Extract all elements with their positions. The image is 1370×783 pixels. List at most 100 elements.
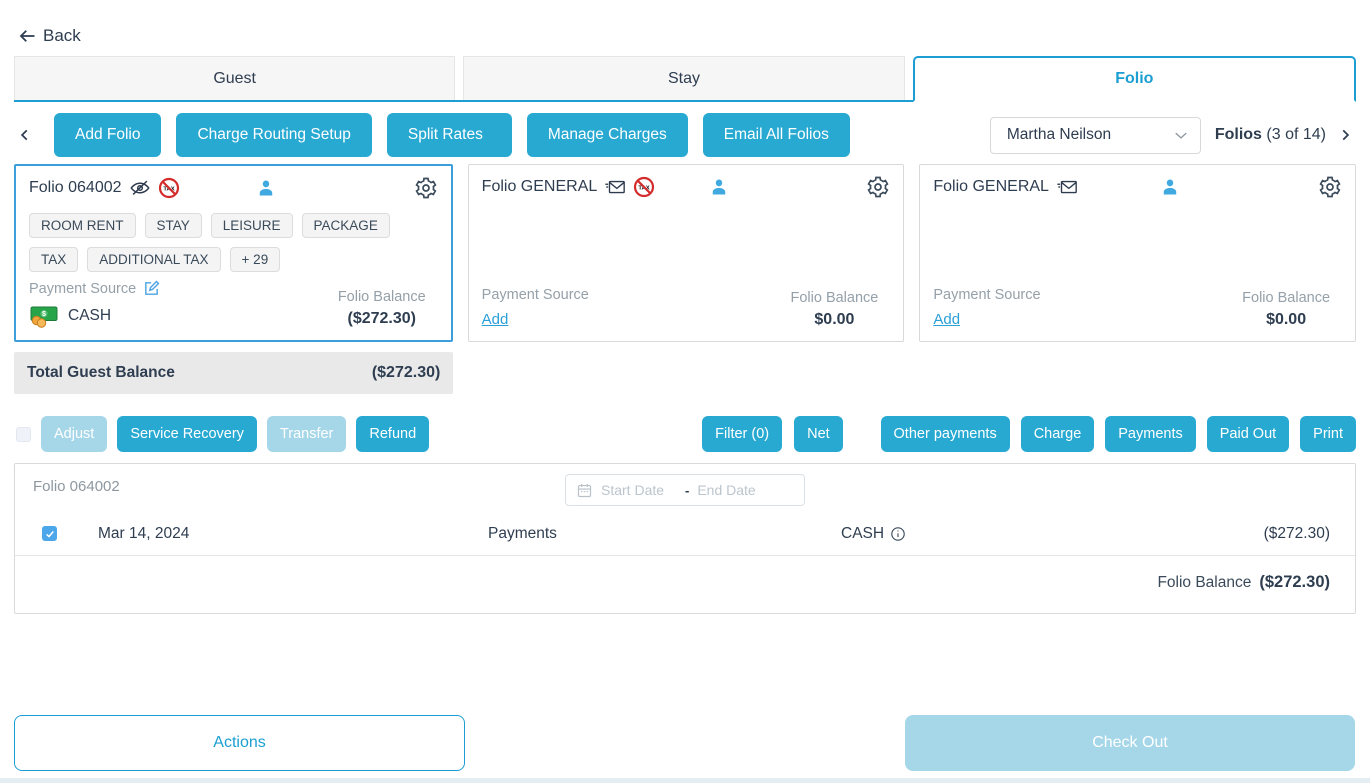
- manage-charges-button[interactable]: Manage Charges: [526, 113, 688, 157]
- folio-settings-button[interactable]: [776, 175, 890, 199]
- person-icon: [712, 179, 725, 195]
- transaction-type: Payments: [488, 524, 557, 542]
- panel-folio-label: Folio 064002: [33, 478, 120, 495]
- actions-right-group: Other payments Charge Payments Paid Out …: [880, 416, 1356, 452]
- add-payment-source-link[interactable]: Add: [933, 311, 961, 328]
- transaction-row[interactable]: Mar 14, 2024 Payments CASH ($272.30): [15, 512, 1355, 556]
- folio-card-general-2[interactable]: Folio GENERAL Payment Source Add Folio B…: [919, 164, 1357, 342]
- folios-count: (3 of 14): [1266, 126, 1326, 143]
- horizontal-scrollbar-track[interactable]: [0, 778, 1370, 783]
- start-date-input[interactable]: [601, 482, 677, 498]
- folio-balance-label: Folio Balance: [337, 289, 426, 305]
- transactions-panel-header: Folio 064002 -: [15, 464, 1355, 512]
- guest-person-button[interactable]: [209, 177, 323, 199]
- guest-select-dropdown[interactable]: Martha Neilson: [989, 116, 1201, 154]
- folio-settings-button[interactable]: [323, 176, 437, 200]
- charge-routing-setup-button[interactable]: Charge Routing Setup: [176, 113, 372, 157]
- payment-source-value-wrap: $ CASH: [29, 303, 160, 328]
- email-all-folios-button[interactable]: Email All Folios: [702, 113, 850, 157]
- filter-button[interactable]: Filter (0): [702, 416, 783, 452]
- tag-more-count[interactable]: + 29: [229, 247, 281, 272]
- transaction-checkbox[interactable]: [42, 526, 57, 541]
- chevron-right-icon: [1342, 129, 1350, 141]
- transfer-button[interactable]: Transfer: [266, 416, 347, 452]
- folio-balance-label: Folio Balance: [790, 290, 879, 306]
- total-guest-balance-row: Total Guest Balance ($272.30): [14, 352, 454, 394]
- payment-source-label: Payment Source: [29, 280, 137, 297]
- folio-balance-label: Folio Balance: [1242, 290, 1331, 306]
- payment-source-label: Payment Source: [481, 287, 589, 303]
- transactions-panel: Folio 064002 - Mar 14, 2024 Payments CAS…: [14, 463, 1356, 614]
- tab-guest[interactable]: Guest: [14, 56, 456, 100]
- cash-icon: $: [30, 306, 58, 328]
- transaction-amount: ($272.30): [1263, 524, 1330, 542]
- card-title-wrap: Folio 064002 TAX: [29, 177, 209, 199]
- send-email-icon: [1057, 180, 1077, 194]
- payments-button[interactable]: Payments: [1105, 416, 1196, 452]
- payment-source-block: Payment Source Add: [933, 287, 1040, 329]
- card-header: Folio GENERAL TAX: [482, 175, 891, 199]
- send-email-icon: [605, 180, 626, 194]
- end-date-input[interactable]: [697, 482, 774, 498]
- folio-balance-block: Folio Balance $0.00: [1242, 290, 1342, 329]
- tag-package: PACKAGE: [301, 213, 390, 238]
- select-all-checkbox[interactable]: [16, 426, 31, 442]
- edit-icon[interactable]: [143, 280, 160, 297]
- net-button[interactable]: Net: [794, 416, 843, 452]
- transaction-method: CASH: [804, 525, 1134, 543]
- folio-carousel-prev-button[interactable]: [14, 120, 36, 150]
- service-recovery-button[interactable]: Service Recovery: [117, 416, 257, 452]
- date-range-picker[interactable]: -: [565, 474, 805, 506]
- folio-balance-value: $0.00: [814, 311, 855, 328]
- payment-source-block: Payment Source $ CASH: [29, 280, 160, 328]
- guest-person-button[interactable]: [661, 176, 775, 198]
- folio-toolbar: Add Folio Charge Routing Setup Split Rat…: [14, 113, 1356, 157]
- check-out-button[interactable]: Check Out: [905, 715, 1355, 771]
- gear-icon: [415, 177, 437, 199]
- folio-balance-block: Folio Balance ($272.30): [338, 289, 438, 328]
- paid-out-button[interactable]: Paid Out: [1206, 416, 1290, 452]
- transaction-actions-bar: Adjust Service Recovery Transfer Refund …: [14, 416, 1356, 452]
- back-label: Back: [43, 26, 81, 45]
- split-rates-label: Split Rates: [407, 126, 483, 143]
- back-row: Back: [0, 0, 1370, 46]
- card-bottom: Payment Source $ CASH Folio Balance ($27…: [29, 280, 438, 328]
- payment-source-value: CASH: [68, 306, 112, 324]
- charge-button[interactable]: Charge: [1020, 416, 1095, 452]
- actions-left-group: Adjust Service Recovery Transfer Refund: [16, 416, 430, 452]
- tab-folio[interactable]: Folio: [912, 56, 1356, 102]
- folio-settings-button[interactable]: [1228, 175, 1342, 199]
- guest-person-button[interactable]: [1113, 176, 1227, 198]
- adjust-button[interactable]: Adjust: [41, 416, 108, 452]
- folio-card-general-1[interactable]: Folio GENERAL TAX Payment Source Add Fol…: [467, 164, 905, 342]
- charge-code-tags: ROOM RENT STAY LEISURE PACKAGE TAX ADDIT…: [29, 213, 438, 272]
- tab-stay[interactable]: Stay: [463, 56, 905, 100]
- print-button[interactable]: Print: [1300, 416, 1356, 452]
- chevron-left-icon: [20, 129, 28, 141]
- tag-leisure: LEISURE: [210, 213, 293, 238]
- guest-select-value: Martha Neilson: [1006, 126, 1112, 143]
- transaction-date: Mar 14, 2024: [98, 524, 190, 542]
- payment-source-label: Payment Source: [933, 287, 1041, 303]
- eye-slash-icon: [129, 180, 150, 195]
- payment-source-block: Payment Source Add: [482, 287, 589, 329]
- folios-label: Folios: [1214, 126, 1262, 143]
- tag-additional-tax: ADDITIONAL TAX: [87, 247, 221, 272]
- add-payment-source-link[interactable]: Add: [481, 311, 509, 328]
- folios-counter: Folios (3 of 14): [1215, 126, 1326, 144]
- back-button[interactable]: Back: [18, 26, 81, 46]
- split-rates-button[interactable]: Split Rates: [386, 113, 512, 157]
- transactions-panel-footer: Folio Balance ($272.30): [15, 556, 1355, 613]
- refund-button[interactable]: Refund: [356, 416, 430, 452]
- date-range-separator: -: [685, 482, 690, 498]
- folio-cards-row: Folio 064002 TAX ROOM RENT STAY LEISURE …: [14, 164, 1357, 342]
- folio-balance-block: Folio Balance $0.00: [790, 290, 890, 329]
- back-arrow-icon: [19, 30, 35, 42]
- add-folio-button[interactable]: Add Folio: [54, 113, 162, 157]
- folio-card-064002[interactable]: Folio 064002 TAX ROOM RENT STAY LEISURE …: [14, 164, 453, 342]
- folio-carousel-next-button[interactable]: [1334, 120, 1356, 150]
- other-payments-button[interactable]: Other payments: [880, 416, 1010, 452]
- actions-button[interactable]: Actions: [14, 715, 465, 771]
- info-icon[interactable]: [890, 526, 906, 542]
